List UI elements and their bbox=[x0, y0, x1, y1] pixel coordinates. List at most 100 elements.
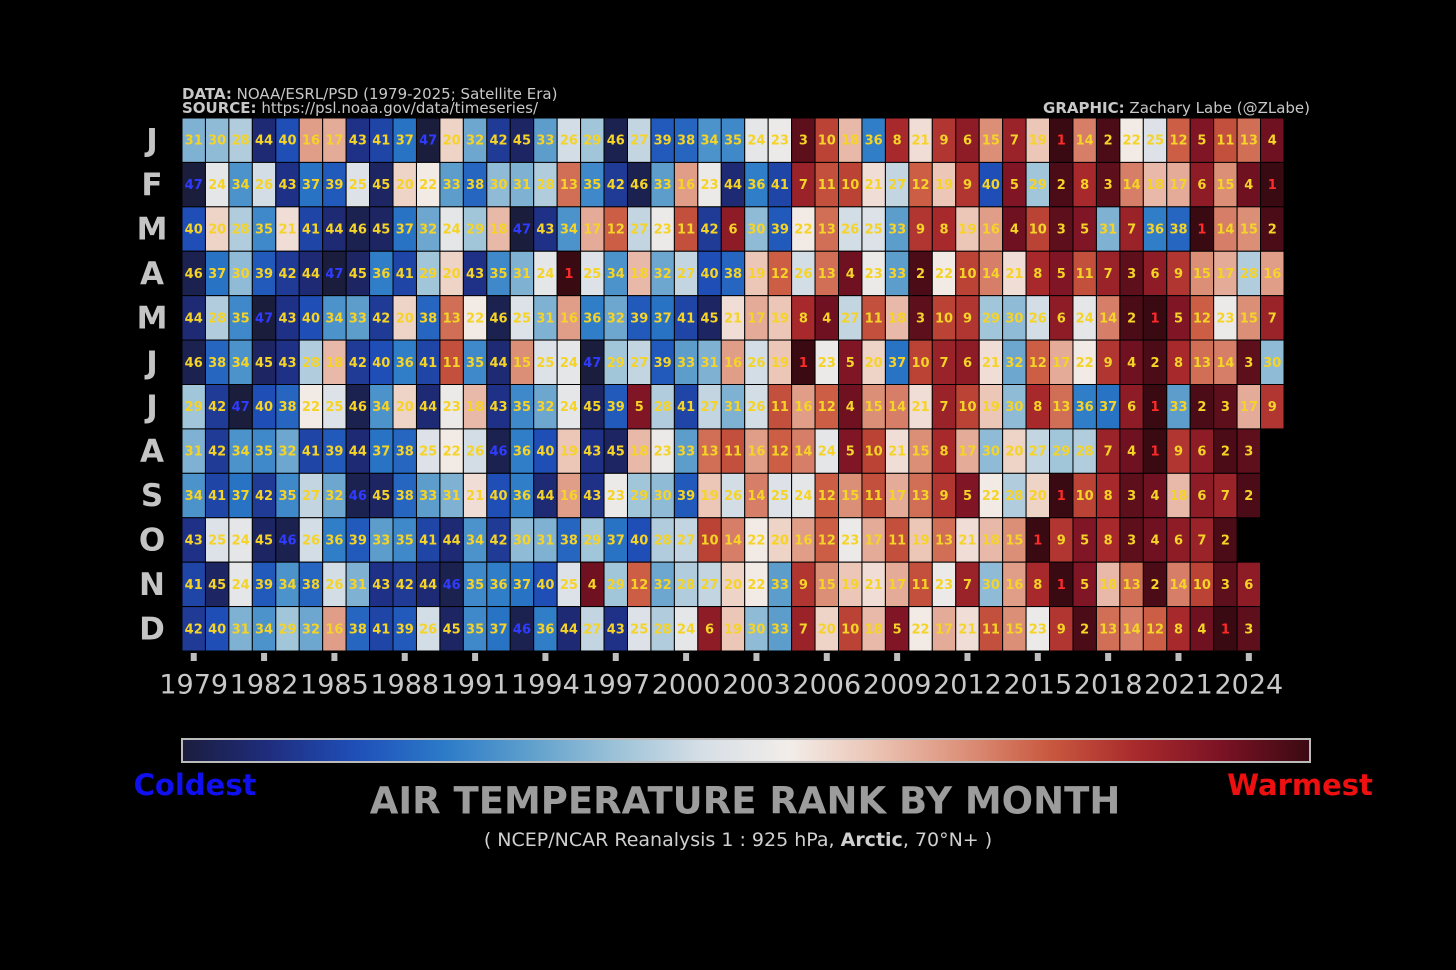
cell-label: 7 bbox=[1010, 134, 1019, 149]
cell-label: 4 bbox=[1127, 445, 1136, 460]
cell-label: 20 bbox=[1029, 489, 1047, 504]
cell-label: 27 bbox=[1029, 445, 1047, 460]
cell-label: 17 bbox=[1240, 400, 1258, 415]
cell-label: 43 bbox=[583, 489, 601, 504]
row-label: A bbox=[140, 434, 164, 470]
cell-label: 45 bbox=[372, 178, 390, 193]
cell-label: 1 bbox=[1151, 445, 1160, 460]
cell-label: 11 bbox=[888, 533, 906, 548]
cell-label: 36 bbox=[536, 622, 554, 637]
cell-label: 43 bbox=[372, 578, 390, 593]
cell-label: 44 bbox=[724, 178, 742, 193]
cell-label: 35 bbox=[466, 356, 484, 371]
cell-label: 19 bbox=[771, 311, 789, 326]
cell-label: 34 bbox=[185, 489, 203, 504]
x-tick-label: 1991 bbox=[441, 670, 510, 701]
cell-label: 11 bbox=[912, 578, 930, 593]
x-tick-mark bbox=[683, 653, 690, 661]
cell-label: 17 bbox=[325, 134, 343, 149]
cell-label: 13 bbox=[1099, 622, 1117, 637]
cell-label: 22 bbox=[747, 533, 765, 548]
cell-label: 26 bbox=[466, 445, 484, 460]
cell-label: 2 bbox=[1244, 489, 1253, 504]
cell-label: 34 bbox=[232, 178, 250, 193]
cell-label: 9 bbox=[916, 223, 925, 238]
cell-label: 20 bbox=[396, 311, 414, 326]
cell-label: 32 bbox=[607, 311, 625, 326]
cell-label: 22 bbox=[982, 489, 1000, 504]
cell-label: 17 bbox=[1216, 267, 1234, 282]
cell-label: 45 bbox=[701, 311, 719, 326]
x-tick-label: 2024 bbox=[1214, 670, 1283, 701]
cell-label: 43 bbox=[349, 134, 367, 149]
cell-label: 12 bbox=[607, 223, 625, 238]
cell-label: 24 bbox=[794, 489, 812, 504]
cell-label: 28 bbox=[536, 178, 554, 193]
cell-label: 34 bbox=[325, 311, 343, 326]
cell-label: 39 bbox=[654, 134, 672, 149]
cell-label: 8 bbox=[939, 445, 948, 460]
cell-label: 5 bbox=[893, 622, 902, 637]
cell-label: 6 bbox=[728, 223, 737, 238]
cell-label: 33 bbox=[1169, 400, 1187, 415]
cell-label: 44 bbox=[560, 622, 578, 637]
x-tick-label: 2012 bbox=[933, 670, 1002, 701]
cell-label: 29 bbox=[607, 356, 625, 371]
cell-label: 41 bbox=[302, 445, 320, 460]
cell-label: 46 bbox=[630, 178, 648, 193]
cell-label: 6 bbox=[1057, 311, 1066, 326]
cell-label: 6 bbox=[1197, 445, 1206, 460]
cell-label: 10 bbox=[841, 622, 859, 637]
row-label: M bbox=[137, 212, 168, 248]
cell-label: 19 bbox=[1029, 134, 1047, 149]
cell-label: 25 bbox=[536, 356, 554, 371]
cell-label: 12 bbox=[771, 445, 789, 460]
cell-label: 13 bbox=[443, 311, 461, 326]
cell-label: 40 bbox=[255, 400, 273, 415]
cell-label: 14 bbox=[982, 267, 1000, 282]
cell-label: 35 bbox=[255, 223, 273, 238]
cell-label: 11 bbox=[677, 223, 695, 238]
cell-label: 29 bbox=[185, 400, 203, 415]
cell-label: 28 bbox=[1005, 489, 1023, 504]
cell-label: 33 bbox=[677, 356, 695, 371]
cell-label: 24 bbox=[208, 178, 226, 193]
cell-label: 7 bbox=[1104, 445, 1113, 460]
cell-label: 41 bbox=[677, 311, 695, 326]
cell-label: 31 bbox=[443, 489, 461, 504]
cell-label: 23 bbox=[935, 578, 953, 593]
cell-label: 26 bbox=[794, 267, 812, 282]
cell-label: 22 bbox=[302, 400, 320, 415]
cell-label: 36 bbox=[747, 178, 765, 193]
cell-label: 34 bbox=[607, 267, 625, 282]
cell-label: 21 bbox=[1005, 267, 1023, 282]
x-tick-mark bbox=[472, 653, 479, 661]
x-tick-mark bbox=[1175, 653, 1182, 661]
cell-label: 33 bbox=[536, 134, 554, 149]
cell-label: 31 bbox=[185, 134, 203, 149]
cell-label: 6 bbox=[1127, 400, 1136, 415]
cell-label: 12 bbox=[1029, 356, 1047, 371]
cell-label: 47 bbox=[513, 223, 531, 238]
cell-label: 10 bbox=[865, 445, 883, 460]
cell-label: 31 bbox=[513, 178, 531, 193]
cell-label: 10 bbox=[701, 533, 719, 548]
cell-label: 23 bbox=[1216, 311, 1234, 326]
cell-label: 22 bbox=[443, 445, 461, 460]
cell-label: 39 bbox=[255, 578, 273, 593]
cell-label: 8 bbox=[1174, 356, 1183, 371]
cell-label: 12 bbox=[818, 400, 836, 415]
cell-label: 14 bbox=[724, 533, 742, 548]
cell-label: 40 bbox=[489, 489, 507, 504]
cell-label: 38 bbox=[349, 622, 367, 637]
cell-label: 39 bbox=[771, 223, 789, 238]
cell-label: 18 bbox=[630, 445, 648, 460]
cell-label: 7 bbox=[1221, 489, 1230, 504]
cell-label: 44 bbox=[302, 267, 320, 282]
row-label: S bbox=[141, 478, 163, 514]
cell-label: 7 bbox=[799, 178, 808, 193]
row-label: O bbox=[139, 522, 165, 558]
cell-label: 19 bbox=[841, 578, 859, 593]
cell-label: 41 bbox=[185, 578, 203, 593]
cell-label: 21 bbox=[958, 533, 976, 548]
